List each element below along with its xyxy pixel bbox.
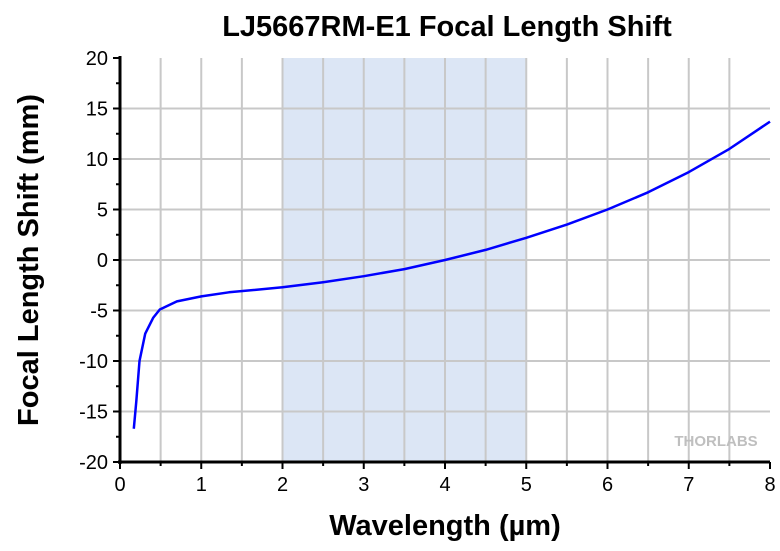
y-tick-label: 0 [97,250,108,272]
x-tick-label: 5 [521,474,532,496]
x-tick-label: 6 [602,474,613,496]
y-tick-label: -10 [79,351,108,373]
x-tick-label: 1 [196,474,207,496]
y-tick-label: 15 [86,99,108,121]
x-axis-label: Wavelength (µm) [329,510,561,542]
y-tick-label: 5 [97,200,108,222]
x-tick-label: 3 [358,474,369,496]
y-tick-label: -15 [79,402,108,424]
y-axis-label: Focal Length Shift (mm) [13,94,45,426]
y-tick-label: 10 [86,149,108,171]
y-tick-label: -20 [79,452,108,474]
y-tick-label: 20 [86,48,108,70]
y-tick-label: -5 [90,301,108,323]
chart-title: LJ5667RM-E1 Focal Length Shift [222,11,672,43]
x-tick-label: 0 [114,474,125,496]
series-line [132,120,771,429]
x-tick-label: 8 [764,474,775,496]
x-tick-label: 4 [439,474,450,496]
x-tick-label: 2 [277,474,288,496]
thorlabs-watermark: THORLABS [674,433,757,450]
x-tick-label: 7 [683,474,694,496]
